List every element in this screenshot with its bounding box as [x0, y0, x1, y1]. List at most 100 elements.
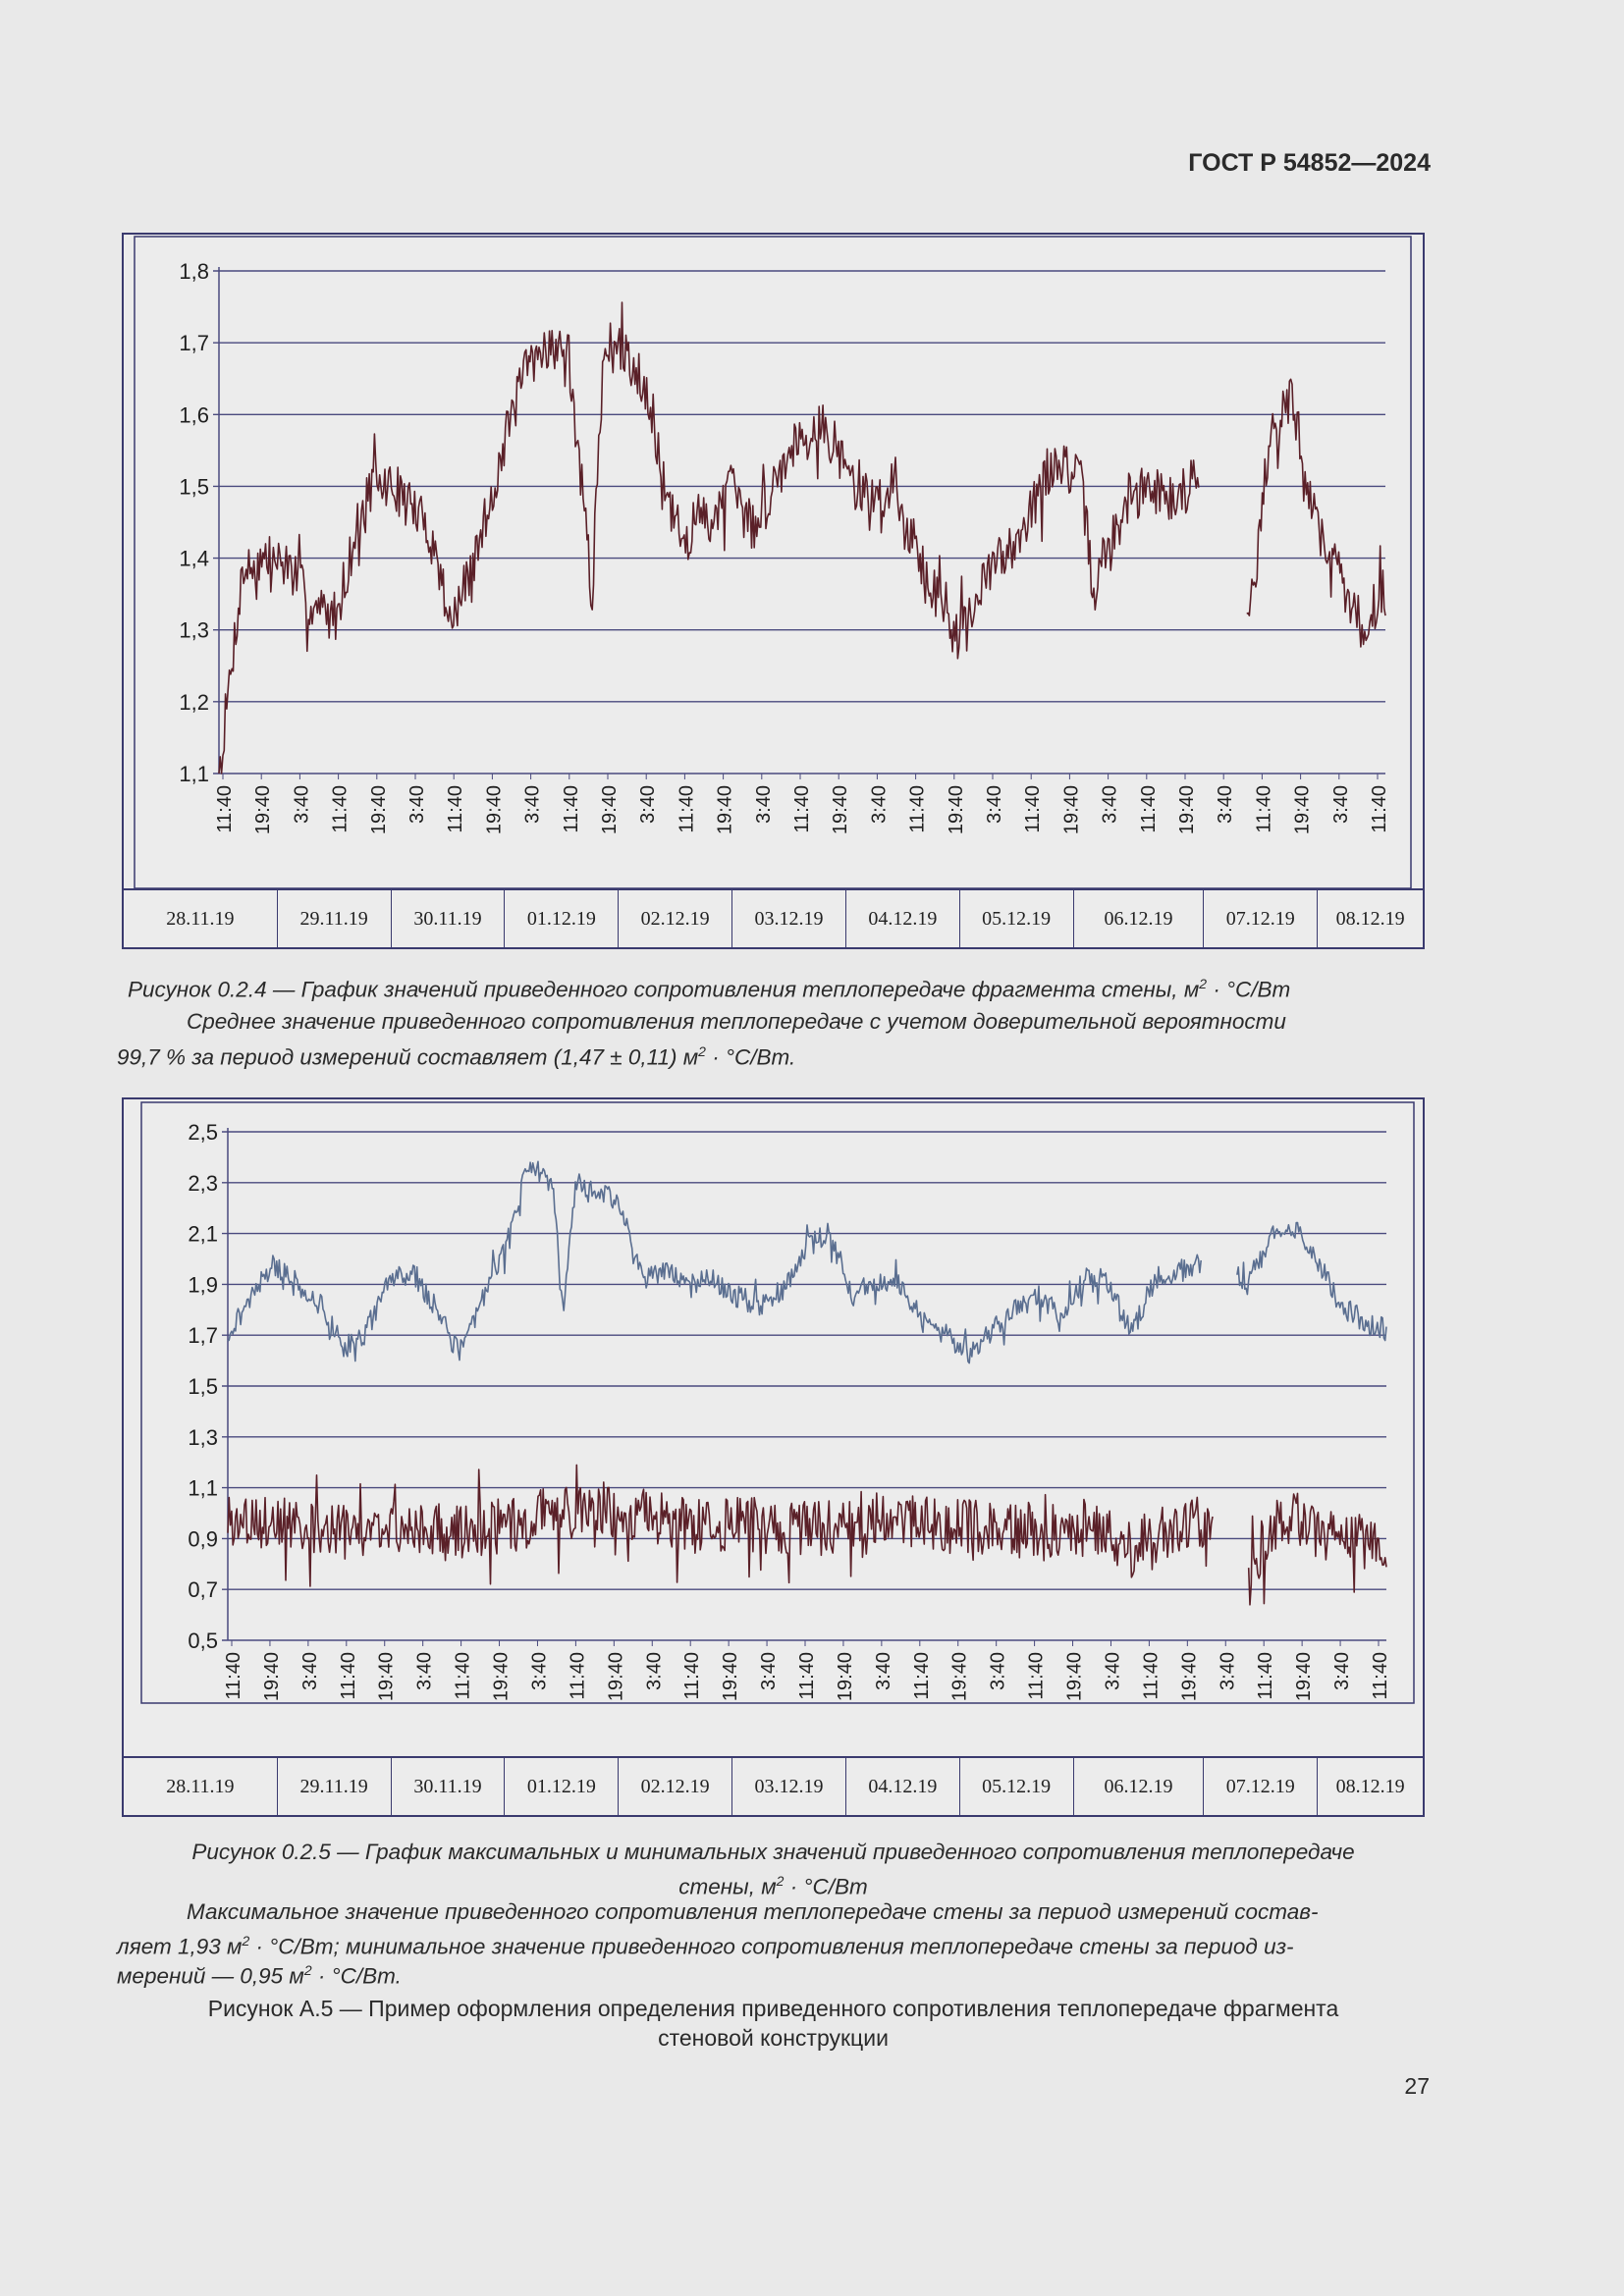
- y-tick-label: 1,3: [188, 1425, 218, 1450]
- date-label: 06.12.19: [1074, 890, 1205, 947]
- x-tick-label: 11:40: [796, 1652, 818, 1700]
- x-tick-label: 11:40: [561, 785, 582, 833]
- x-tick-label: 3:40: [984, 785, 1005, 824]
- x-tick-label: 11:40: [676, 785, 697, 833]
- date-label: 02.12.19: [619, 1758, 733, 1815]
- x-tick-label: 3:40: [1100, 785, 1121, 824]
- series-line-R: [218, 301, 1386, 774]
- x-tick-label: 3:40: [291, 785, 312, 824]
- x-tick-label: 11:40: [911, 1652, 933, 1700]
- date-label: 01.12.19: [505, 890, 620, 947]
- x-tick-label: 11:40: [445, 785, 466, 833]
- x-tick-label: 19:40: [1293, 1652, 1315, 1701]
- x-tick-label: 3:40: [988, 1652, 1009, 1690]
- x-tick-label: 19:40: [252, 785, 274, 834]
- x-tick-label: 11:40: [1255, 1652, 1276, 1700]
- x-tick-label: 11:40: [1140, 1652, 1162, 1700]
- x-tick-label: 11:40: [1369, 785, 1390, 833]
- chart-max-min: 0,5 0,7 0,9 1,1 1,3 1,5 1,7 1,9 2,1 2,3 2,5 11:40 19…: [140, 1101, 1415, 1704]
- x-tick-label: 19:40: [720, 1652, 741, 1701]
- x-tick-label: 3:40: [758, 1652, 780, 1690]
- x-tick-label: 19:40: [949, 1652, 971, 1701]
- x-tick-label: 19:40: [1060, 785, 1082, 834]
- x-tick-label: 19:40: [368, 785, 390, 834]
- x-tick-label: 11:40: [1138, 785, 1160, 833]
- x-tick-label: 3:40: [528, 1652, 550, 1690]
- x-tick-label: 11:40: [907, 785, 929, 833]
- chart-frame-max-min: 0,5 0,7 0,9 1,1 1,3 1,5 1,7 1,9 2,1 2,3 2,5 11:40 19…: [122, 1097, 1425, 1817]
- x-tick-label: 3:40: [753, 785, 775, 824]
- y-tick-label: 0,9: [188, 1526, 218, 1551]
- y-tick-label: 1,7: [179, 331, 209, 355]
- x-tick-label: 19:40: [491, 1652, 513, 1701]
- series-line-max: [227, 1160, 1387, 1364]
- date-label: 28.11.19: [124, 1758, 278, 1815]
- date-label: 29.11.19: [278, 1758, 392, 1815]
- figure-caption-a-5-line2: стеновой конструкции: [658, 2025, 889, 2051]
- date-label: 30.11.19: [392, 1758, 506, 1815]
- date-label: 04.12.19: [846, 1758, 960, 1815]
- x-tick-label: 19:40: [605, 1652, 626, 1701]
- date-label: 07.12.19: [1204, 890, 1319, 947]
- y-tick-label: 2,3: [188, 1171, 218, 1196]
- x-tick-label: 11:40: [223, 1652, 244, 1700]
- document-code: ГОСТ Р 54852—2024: [1188, 149, 1431, 177]
- y-tick-label: 0,7: [188, 1577, 218, 1602]
- x-tick-label: 3:40: [406, 785, 428, 824]
- x-tick-label: 19:40: [376, 1652, 398, 1701]
- date-label: 03.12.19: [732, 890, 846, 947]
- date-label: 08.12.19: [1335, 907, 1405, 930]
- y-tick-label: 1,2: [179, 690, 209, 715]
- y-tick-label: 1,6: [179, 402, 209, 427]
- date-label: 29.11.19: [278, 890, 392, 947]
- x-tick-label: 3:40: [1102, 1652, 1123, 1690]
- max-min-note-line2: ляет 1,93 м2 · °С/Вт; минимальное значен…: [117, 1933, 1294, 1959]
- x-tick-label: 11:40: [1370, 1652, 1391, 1700]
- chart-frame-resistance: 1,1 1,2 1,3 1,4 1,5 1,6 1,7 1,8 11:40 19:40 3:40 11…: [122, 233, 1425, 949]
- x-tick-label: 19:40: [715, 785, 736, 834]
- figure-caption-0-2-4: Рисунок 0.2.4 — График значений приведен…: [128, 976, 1291, 1002]
- x-tick-label: 11:40: [214, 785, 236, 833]
- x-tick-label: 11:40: [791, 785, 813, 833]
- x-tick-label: 19:40: [1178, 1652, 1200, 1701]
- y-tick-label: 1,3: [179, 618, 209, 643]
- y-tick-label: 2,1: [188, 1222, 218, 1247]
- y-tick-label: 1,1: [179, 762, 209, 786]
- x-tick-label: 11:40: [338, 1652, 359, 1700]
- y-tick-label: 1,7: [188, 1323, 218, 1348]
- x-tick-label: 3:40: [868, 785, 890, 824]
- figure-caption-0-2-5-line2: стены, м2 · °С/Вт: [678, 1873, 868, 1899]
- figure-caption-a-5-line1: Рисунок А.5 — Пример оформления определе…: [207, 1996, 1339, 2021]
- x-tick-label: 3:40: [1331, 1652, 1353, 1690]
- y-tick-label: 0,5: [188, 1629, 218, 1653]
- y-tick-label: 1,8: [179, 259, 209, 284]
- x-tick-label: 19:40: [1176, 785, 1198, 834]
- page-number: 27: [1404, 2073, 1430, 2099]
- x-tick-label: 11:40: [1022, 785, 1044, 833]
- date-label: 01.12.19: [505, 1758, 620, 1815]
- max-min-note-line3: мерений — 0,95 м2 · °С/Вт.: [117, 1962, 402, 1989]
- x-tick-label: 19:40: [830, 785, 851, 834]
- date-label: 03.12.19: [732, 1758, 846, 1815]
- date-axis-row: 28.11.19 29.11.19 30.11.19 01.12.19 02.12.19…: [124, 1756, 1423, 1815]
- date-label: 05.12.19: [960, 890, 1074, 947]
- x-tick-label: 19:40: [261, 1652, 283, 1701]
- x-tick-label: 11:40: [567, 1652, 588, 1700]
- x-tick-label: 11:40: [1253, 785, 1274, 833]
- date-label: 04.12.19: [846, 890, 960, 947]
- x-tick-label: 11:40: [330, 785, 352, 833]
- x-tick-label: 19:40: [1292, 785, 1314, 834]
- date-label: 06.12.19: [1074, 1758, 1205, 1815]
- x-tick-label: 19:40: [599, 785, 621, 834]
- y-tick-label: 1,4: [179, 547, 209, 571]
- y-tick-label: 1,1: [188, 1476, 218, 1501]
- y-tick-label: 1,5: [179, 474, 209, 499]
- x-tick-label: 19:40: [1064, 1652, 1086, 1701]
- x-tick-label: 11:40: [681, 1652, 703, 1700]
- max-min-note-line1: Максимальное значение приведенного сопро…: [187, 1899, 1319, 1924]
- mean-value-note-line2: 99,7 % за период измерений составляет (1…: [117, 1043, 796, 1070]
- figure-caption-0-2-5-line1: Рисунок 0.2.5 — График максимальных и ми…: [191, 1840, 1355, 1864]
- date-label: 30.11.19: [392, 890, 506, 947]
- date-label: 08.12.19: [1335, 1775, 1405, 1797]
- x-tick-label: 3:40: [1217, 1652, 1238, 1690]
